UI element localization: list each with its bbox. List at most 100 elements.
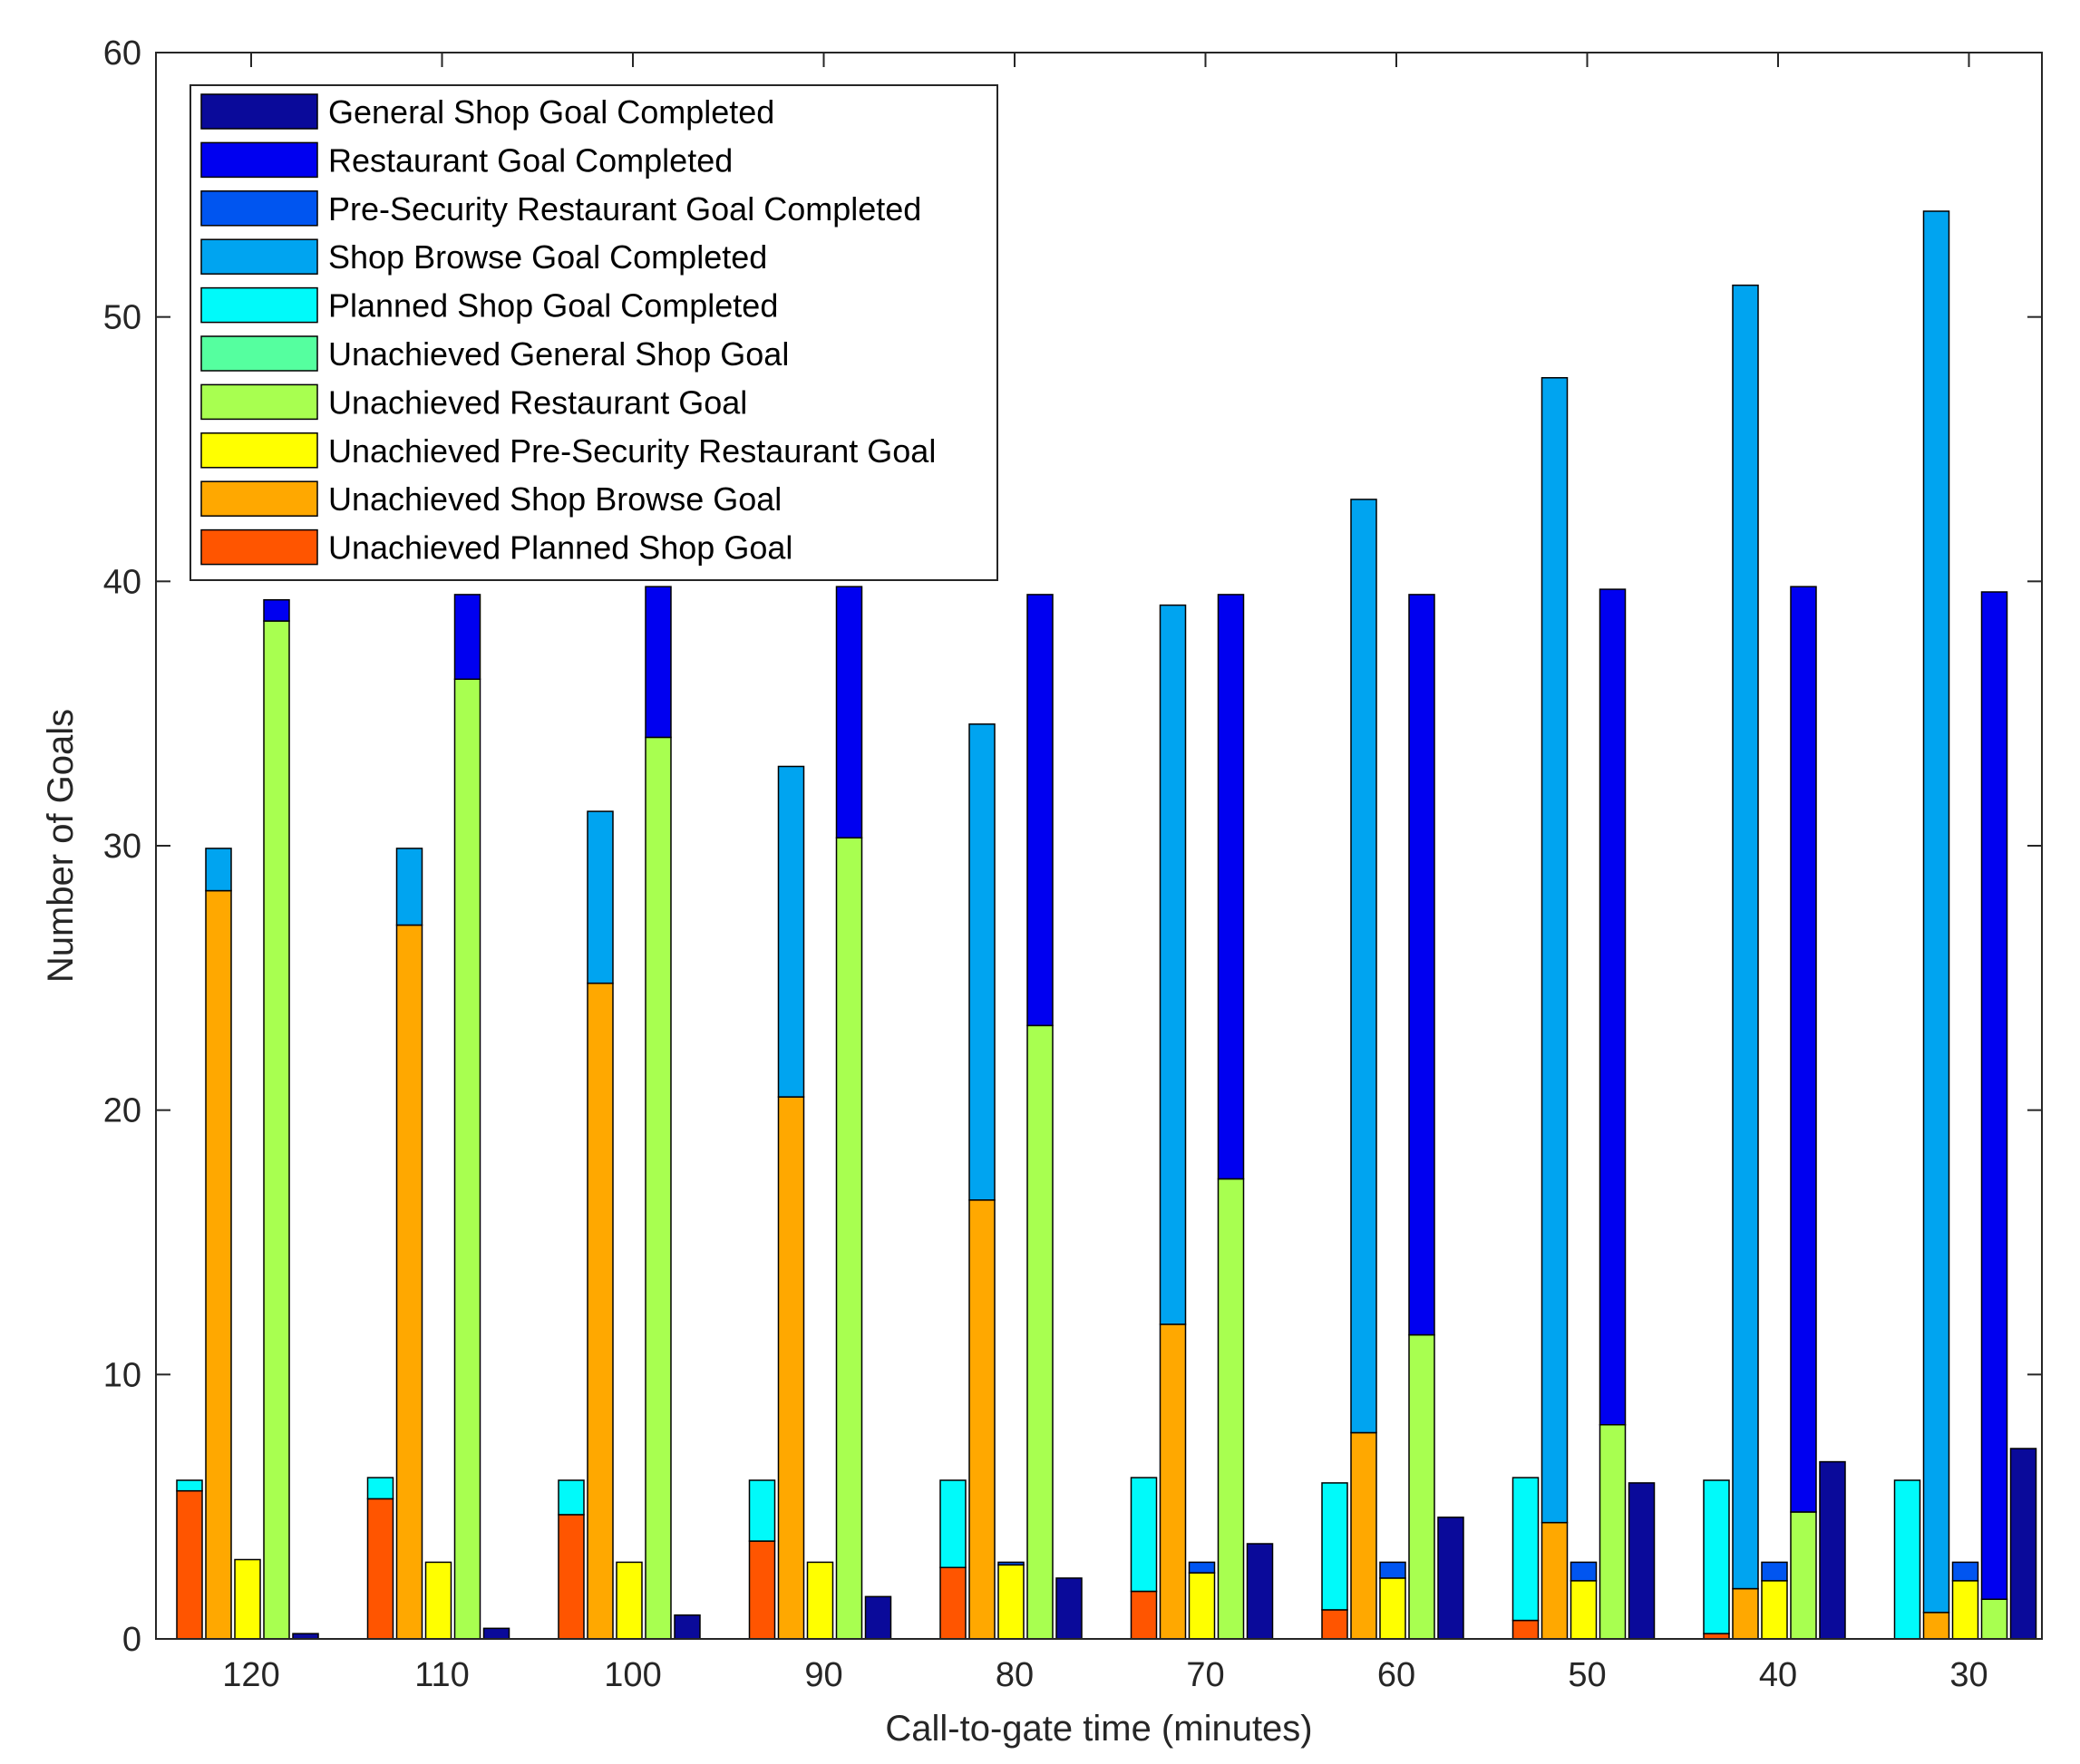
bar-segment [1980,591,2008,1600]
legend-label: Unachieved Planned Shop Goal [328,529,792,567]
bar-segment [205,889,232,1640]
bar-segment [366,1497,394,1640]
bar-segment [1130,1590,1158,1640]
y-tick-label: 50 [103,299,141,337]
bar-segment [616,1561,643,1640]
bar-segment [1570,1561,1598,1582]
bar-segment [234,1558,261,1640]
bar-segment [1541,377,1569,1524]
bar-segment [645,586,672,739]
bar-segment [1922,210,1950,1614]
bar-segment [263,599,290,622]
bar-segment [1951,1561,1979,1582]
bar-segment [997,1561,1025,1566]
legend-label: Planned Shop Goal Completed [328,287,778,325]
bar-segment [1980,1598,2008,1640]
legend-label: Pre-Security Restaurant Goal Completed [328,190,921,228]
bar-segment [1570,1580,1598,1640]
bar-segment [1321,1482,1348,1611]
bar-segment [453,678,481,1640]
bar-segment [777,1096,805,1640]
bar-segment [968,723,996,1201]
y-tick-label: 40 [103,563,141,601]
legend-swatch [200,528,318,566]
legend-label: General Shop Goal Completed [328,93,774,131]
legend-label: Shop Browse Goal Completed [328,238,767,276]
bar-segment [1159,1323,1187,1640]
y-tick-label: 30 [103,828,141,866]
bar-segment [1819,1460,1846,1640]
x-tick-label: 120 [222,1656,279,1694]
legend-swatch [200,141,318,179]
y-tick-labels: 0 10 20 30 40 50 60 [103,34,141,1659]
bar-segment [2009,1448,2037,1640]
bar-segment [806,1561,834,1640]
bar-segment [1893,1479,1921,1640]
bar-segment [1026,594,1054,1027]
bar-segment [777,765,805,1098]
bar-segment [939,1566,967,1640]
bar-segment [1055,1577,1083,1640]
x-axis-label: Call-to-gate time (minutes) [885,1709,1312,1749]
bar-segment [748,1540,776,1640]
y-tick-label: 10 [103,1356,141,1394]
x-tick-label: 80 [996,1656,1034,1694]
bar-segment [558,1514,585,1640]
bar-segment [424,1561,452,1640]
bar-segment [1599,588,1627,1426]
x-tick-labels: 120 110 100 90 80 70 60 50 40 30 [222,1656,1988,1694]
bar-segment [453,594,481,681]
legend-label: Unachieved General Shop Goal [328,335,789,373]
bar-segment [1026,1024,1054,1640]
bar-segment [205,848,232,892]
bar-segment [674,1614,701,1640]
bar-segment [1628,1482,1656,1640]
legend-swatch [200,286,318,324]
y-tick-label: 60 [103,34,141,73]
y-tick-label: 20 [103,1092,141,1130]
y-axis-label: Number of Goals [41,709,81,983]
legend-label: Unachieved Pre-Security Restaurant Goal [328,432,936,470]
legend: General Shop Goal Completed Restaurant Go… [190,84,998,581]
x-tick-label: 40 [1759,1656,1797,1694]
bar-segment [1732,284,1759,1590]
bar-segment [263,620,290,1640]
legend-swatch [200,238,318,275]
bar-segment [176,1479,203,1492]
legend-box [190,84,998,581]
bar-segment [1790,1511,1817,1640]
bar-segment [1408,594,1435,1336]
bar-segment [1350,1431,1377,1640]
bar-segment [482,1627,510,1640]
bar-segment [395,848,423,926]
bar-segment [1761,1561,1788,1582]
legend-swatch [200,383,318,421]
bar-segment [748,1479,776,1542]
bar-segment [1437,1517,1464,1640]
bar-segment [997,1564,1025,1640]
bar-segment [1790,586,1817,1513]
legend-swatch [200,480,318,517]
legend-label: Restaurant Goal Completed [328,141,733,179]
legend-swatch [200,432,318,469]
x-tick-label: 90 [804,1656,842,1694]
x-tick-label: 60 [1377,1656,1415,1694]
legend-swatch [200,93,318,130]
legend-label: Unachieved Restaurant Goal [328,383,747,421]
bar-segment [1217,594,1245,1180]
bar-segment [939,1479,967,1568]
bar-segment [1130,1477,1158,1593]
bar-segment [1599,1424,1627,1640]
bar-segment [366,1477,394,1500]
bar-segment [835,586,863,839]
x-tick-label: 30 [1949,1656,1988,1694]
bar-segment [1379,1561,1406,1579]
bar-segment [1511,1619,1540,1640]
plot-area-frame [155,52,2043,1640]
bar-segment [1188,1561,1216,1574]
bar-segment [835,837,863,1640]
bar-segment [1321,1609,1348,1640]
legend-swatch [200,335,318,372]
